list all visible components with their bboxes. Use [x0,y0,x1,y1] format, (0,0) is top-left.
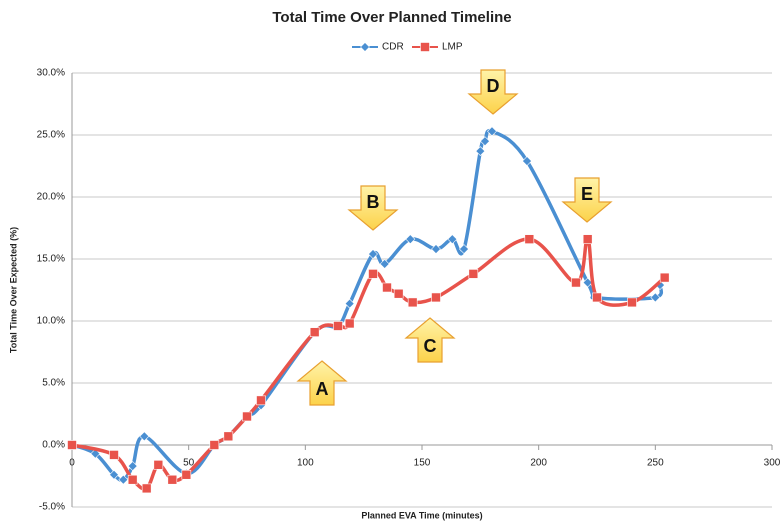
marker [127,474,138,485]
marker [487,126,497,137]
x-tick-label: 200 [530,458,547,469]
marker [420,42,430,52]
marker [393,288,404,299]
legend-item: CDR [352,42,404,53]
marker [522,156,532,166]
marker [592,292,602,303]
annotation: E [561,177,613,223]
marker [333,321,343,331]
y-tick-label: 10.0% [37,316,65,327]
marker [153,460,164,470]
x-tick-label: 250 [647,458,664,469]
y-tick-label: 30.0% [37,68,65,79]
y-tick-label: 20.0% [37,192,65,203]
marker [405,234,416,245]
y-axis-title: Total Time Over Expected (%) [8,227,18,353]
y-tick-label: 25.0% [37,130,65,141]
x-tick-label: 300 [764,458,781,469]
marker [67,440,77,450]
marker [571,277,581,288]
marker [368,249,378,259]
marker [223,431,234,442]
marker [109,450,119,460]
annotation-arrow [404,317,456,363]
marker [256,395,266,406]
marker [524,234,535,244]
legend-label: LMP [442,42,463,53]
x-axis-title: Planned EVA Time (minutes) [361,510,482,520]
marker [368,269,378,279]
x-tick-label: 0 [69,458,75,469]
annotation-arrow [296,360,348,406]
marker [431,244,441,255]
x-tick-label: 100 [297,458,314,469]
y-tick-label: 5.0% [42,378,65,389]
x-tick-label: 150 [414,458,431,469]
marker [459,244,469,255]
annotation-label: C [424,336,437,356]
marker [181,469,192,480]
marker [659,272,670,283]
marker [431,292,441,303]
legend-item: LMP [412,42,463,53]
marker [139,431,150,442]
y-tick-label: 15.0% [37,254,65,265]
marker [242,411,252,422]
annotation: B [347,185,399,231]
marker [109,469,119,480]
annotation: D [467,69,519,115]
series-line [71,128,664,482]
annotation-arrow [467,69,519,115]
marker [167,474,178,485]
x-tick-label: 50 [183,458,195,469]
annotation-label: D [487,76,500,96]
marker [127,461,138,472]
y-tick-label: 0.0% [42,440,65,451]
marker [480,136,490,147]
annotation-arrow [561,177,613,223]
marker [475,146,486,157]
annotation-arrow [347,185,399,231]
annotation: C [404,317,456,363]
legend-label: CDR [382,42,404,53]
y-tick-label: -5.0% [39,502,65,513]
marker [379,259,390,269]
marker [447,234,458,245]
marker [309,327,320,337]
marker [141,483,152,494]
marker [360,42,370,52]
marker [209,440,220,450]
chart-title: Total Time Over Planned Timeline [272,9,511,26]
marker [382,282,392,293]
marker [118,474,129,485]
annotation: A [296,360,348,406]
marker [468,269,479,279]
annotation-label: A [316,379,329,399]
annotation-label: B [367,192,380,212]
marker [582,234,593,244]
marker [650,292,661,303]
marker [582,277,593,288]
marker [344,318,355,329]
marker [407,297,418,308]
marker [627,297,637,308]
marker [344,298,355,309]
annotation-label: E [581,184,593,204]
